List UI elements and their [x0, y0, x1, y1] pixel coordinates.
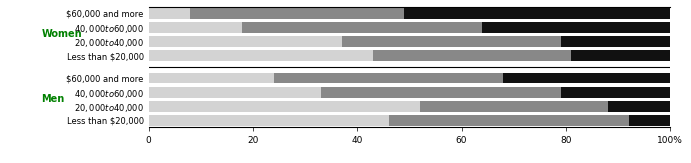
Text: Women: Women [41, 29, 82, 39]
Bar [560, 36, 670, 47]
Bar [149, 115, 388, 126]
Bar [149, 87, 321, 97]
Text: Men: Men [41, 94, 65, 104]
Bar [404, 8, 670, 19]
Bar [321, 87, 560, 97]
Bar [629, 115, 670, 126]
Bar [388, 115, 629, 126]
Bar [373, 50, 571, 61]
Bar [571, 50, 670, 61]
Bar [149, 36, 341, 47]
Bar [149, 8, 190, 19]
Bar [503, 73, 670, 83]
Bar [149, 50, 373, 61]
Bar [243, 22, 482, 33]
Bar [149, 73, 274, 83]
Bar [420, 101, 607, 112]
Bar [607, 101, 670, 112]
Bar [482, 22, 670, 33]
Bar [149, 101, 420, 112]
Bar [341, 36, 560, 47]
Bar [274, 73, 503, 83]
Bar [149, 22, 243, 33]
Bar [560, 87, 670, 97]
Bar [190, 8, 404, 19]
